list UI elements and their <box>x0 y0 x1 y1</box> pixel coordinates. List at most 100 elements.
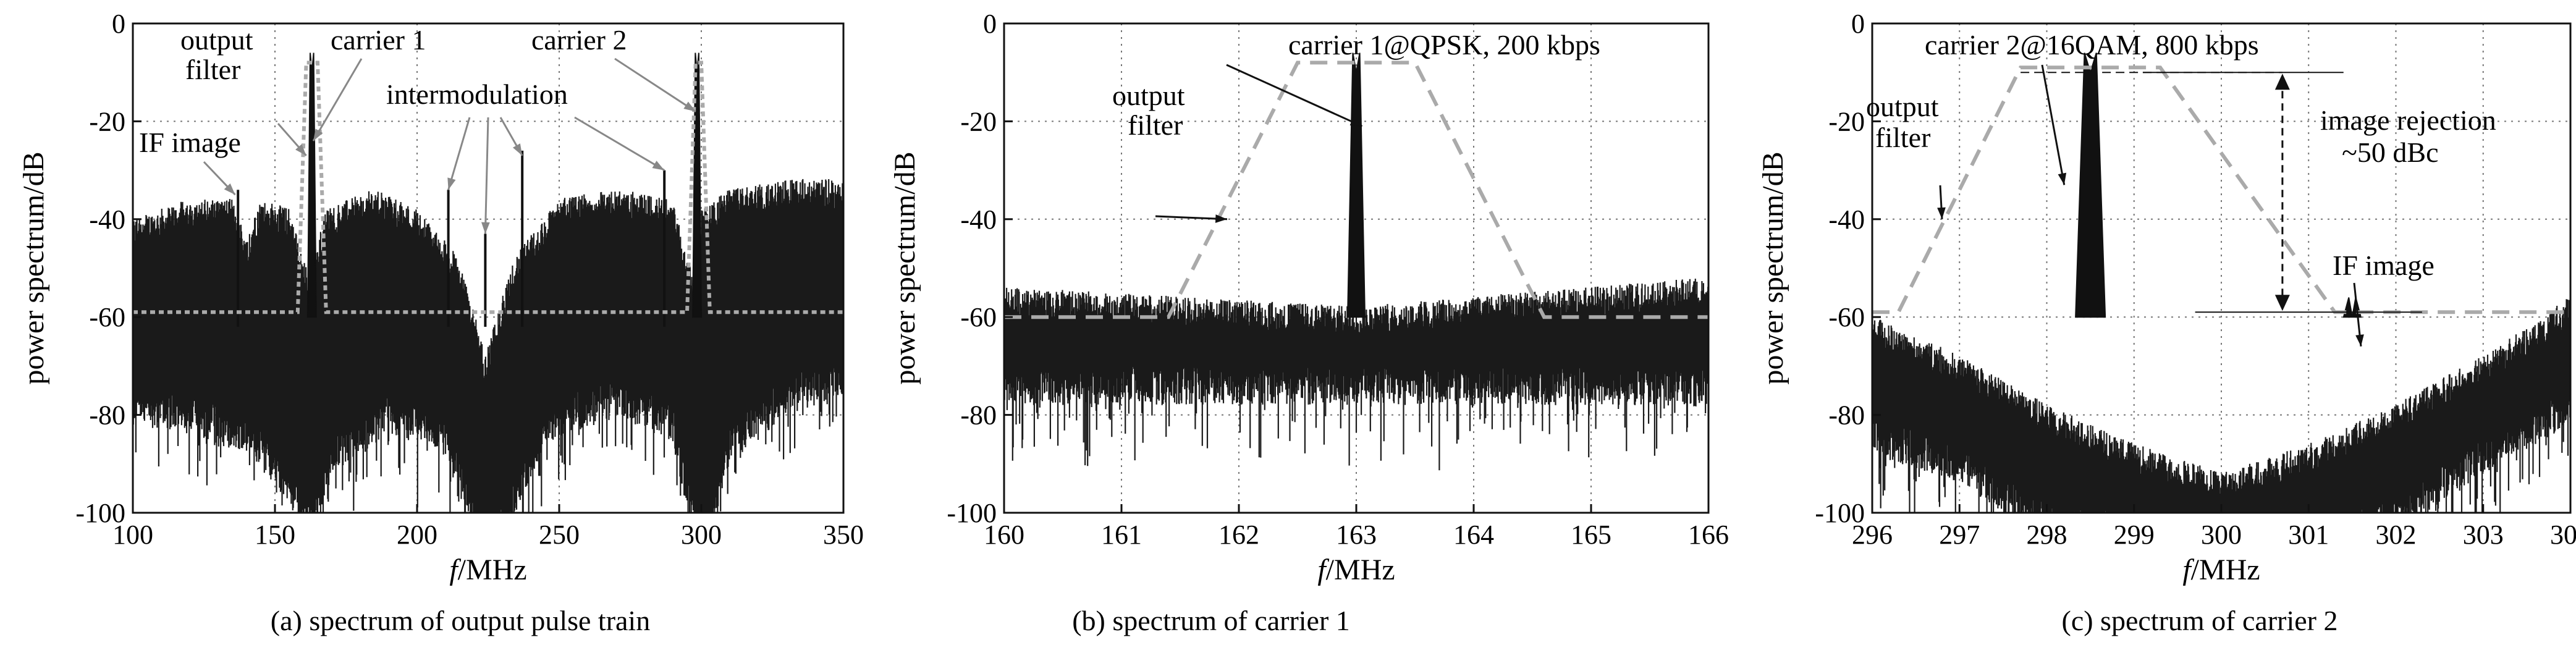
annotation-text: carrier 1@QPSK, 200 kbps <box>1288 29 1600 61</box>
annotation-text: output <box>180 24 253 56</box>
annotation-arrowhead <box>313 128 323 141</box>
carrier-peak <box>2075 53 2106 318</box>
y-tick-label: -60 <box>1828 302 1865 332</box>
annotation-text: carrier 1 <box>331 24 426 56</box>
x-tick-label: 299 <box>2114 520 2155 550</box>
x-tick-label: 250 <box>539 520 580 550</box>
x-axis-label-unit: /MHz <box>2191 554 2260 586</box>
annotation-text: filter <box>1128 109 1183 141</box>
x-tick-label: 301 <box>2288 520 2329 550</box>
x-tick-label: 150 <box>255 520 295 550</box>
spectrum-trace <box>132 179 845 513</box>
output-filter-line <box>1872 65 2570 314</box>
x-tick-label: 162 <box>1218 520 1259 550</box>
annotation-text: filter <box>185 54 240 85</box>
annotation-arrow <box>312 58 363 141</box>
rejection-arrow-up <box>2274 74 2290 90</box>
rejection-arrow-down <box>2274 295 2290 311</box>
x-tick-label: 297 <box>1939 520 1980 550</box>
annotation-text: output <box>1112 80 1185 111</box>
annotation-arrowhead <box>1215 214 1227 223</box>
annotation-arrowhead <box>2355 334 2364 347</box>
annotation-text: ~50 dBc <box>2342 137 2439 168</box>
output-filter-line <box>1004 61 1708 319</box>
x-tick-label: 302 <box>2376 520 2417 550</box>
annotation-arrowhead <box>2058 172 2067 185</box>
y-tick-label: -80 <box>89 400 125 431</box>
y-tick-label: 0 <box>112 9 125 39</box>
x-tick-label: 298 <box>2027 520 2067 550</box>
chart-panel-1: 100 150 200 250 300 350 0 -20 -40 -60 -80 -100 f/MHz… <box>17 9 864 636</box>
annotation-text: intermodulation <box>386 78 568 110</box>
y-tick-label: -40 <box>960 204 997 235</box>
annotation-arrow <box>2041 64 2066 185</box>
carrier-1-peak <box>306 53 317 318</box>
y-tick-label: -40 <box>89 204 125 235</box>
annotation-arrow <box>484 117 489 234</box>
annotation-text: filter <box>1875 122 1930 153</box>
plot-frame <box>132 22 845 514</box>
chart-panel-2: 160 161 162 163 164 165 166 0 -20 -40 -60 -80 -100 f/… <box>889 9 1729 636</box>
x-axis-label-unit: /MHz <box>1326 554 1395 586</box>
y-tick-label: -20 <box>1828 106 1865 137</box>
y-tick-label: -80 <box>1828 400 1865 431</box>
x-tick-label: 303 <box>2463 520 2504 550</box>
y-tick-label: -100 <box>1815 498 1865 528</box>
annotation-text: carrier 2@16QAM, 800 kbps <box>1925 29 2259 61</box>
y-tick-label: -100 <box>947 498 997 528</box>
x-tick-label: 304 <box>2550 520 2576 550</box>
y-tick-label: 0 <box>1851 9 1865 39</box>
annotation-arrowhead <box>224 183 235 195</box>
y-tick-label: -100 <box>75 498 125 528</box>
annotation-arrowhead <box>683 101 696 112</box>
carrier-peak <box>1346 53 1366 318</box>
annotation-arrow <box>447 117 471 190</box>
y-axis-label: power spectrum/dB <box>17 151 50 384</box>
annotation-arrowhead <box>481 222 490 234</box>
x-tick-label: 160 <box>984 520 1024 550</box>
x-tick-label: 161 <box>1101 520 1142 550</box>
y-axis-label: power spectrum/dB <box>889 151 921 384</box>
y-tick-label: -20 <box>89 106 125 137</box>
x-tick-label: 100 <box>112 520 153 550</box>
panel-caption: (a) spectrum of output pulse train <box>271 605 650 636</box>
x-tick-label: 166 <box>1688 520 1729 550</box>
y-axis-label: power spectrum/dB <box>1757 151 1789 384</box>
x-tick-label: 350 <box>823 520 864 550</box>
x-axis-label: f/MHz <box>2182 554 2260 586</box>
x-axis-label: f/MHz <box>449 554 526 586</box>
annotation-text: carrier 2 <box>531 24 627 56</box>
annotation-text: image rejection <box>2320 104 2496 136</box>
x-axis-label: f/MHz <box>1317 554 1395 586</box>
panel-caption: (c) spectrum of carrier 2 <box>2062 605 2338 636</box>
annotation-arrowhead <box>652 161 665 171</box>
chart-panel-3: 296 297 298 299 300 301 302 303 304 0 -20 -40 -60 -80… <box>1757 9 2576 636</box>
y-tick-label: -80 <box>960 400 997 431</box>
y-tick-label: -60 <box>89 302 125 332</box>
x-tick-label: 165 <box>1571 520 1611 550</box>
y-tick-label: -40 <box>1828 204 1865 235</box>
x-axis-label-unit: /MHz <box>458 554 527 586</box>
annotation-text: output <box>1866 91 1939 122</box>
annotation-arrowhead <box>512 143 523 156</box>
annotation-text: IF image <box>139 127 241 158</box>
y-tick-label: -60 <box>960 302 997 332</box>
annotation-arrow <box>574 116 665 171</box>
panel-caption: (b) spectrum of carrier 1 <box>1072 605 1350 636</box>
annotation-arrow <box>1226 64 1363 127</box>
x-tick-label: 164 <box>1453 520 1494 550</box>
x-tick-label: 300 <box>681 520 722 550</box>
annotation-arrow <box>614 57 696 112</box>
y-tick-label: -20 <box>960 106 997 137</box>
annotation-arrowhead <box>1937 207 1946 219</box>
annotation-arrow <box>1155 215 1228 221</box>
annotation-arrowhead <box>447 177 456 190</box>
x-tick-label: 300 <box>2201 520 2242 550</box>
annotation-arrowhead <box>295 144 306 156</box>
y-tick-label: 0 <box>983 9 997 39</box>
x-tick-label: 163 <box>1336 520 1377 550</box>
output-filter-line <box>133 61 843 314</box>
x-tick-label: 200 <box>397 520 437 550</box>
x-tick-label: 296 <box>1852 520 1893 550</box>
